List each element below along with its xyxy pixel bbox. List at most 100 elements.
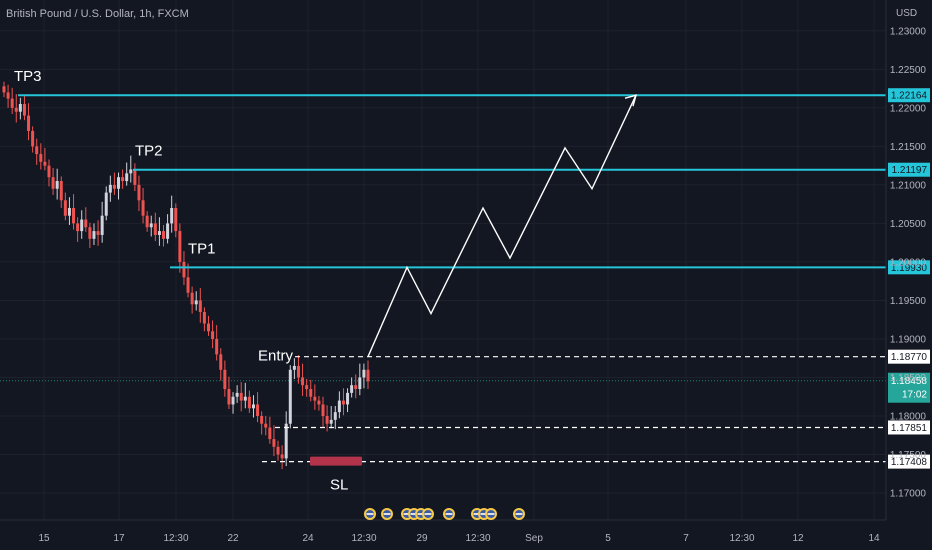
price-tick-label: 1.17000 <box>890 489 927 500</box>
price-tick-label: 1.22000 <box>890 103 927 114</box>
event-flag-stripe <box>383 513 391 515</box>
candle-body <box>104 192 108 216</box>
candle-body <box>27 115 31 131</box>
level-label: TP2 <box>135 143 163 160</box>
candle-body <box>268 427 272 440</box>
candle-body <box>313 396 317 401</box>
candle-body <box>88 227 92 239</box>
candle-body <box>153 223 157 235</box>
price-tick-label: 1.17500 <box>890 450 927 461</box>
candle-body <box>170 208 174 224</box>
economic-events <box>364 508 525 520</box>
event-flag-stripe <box>473 513 481 515</box>
candle-body <box>162 231 166 239</box>
candle-body <box>206 323 210 332</box>
event-flag-stripe <box>445 513 453 515</box>
candle-body <box>239 392 243 401</box>
candlestick-series <box>2 81 370 470</box>
event-flag-stripe <box>515 513 523 515</box>
projection-path <box>367 94 637 357</box>
price-badge-text: 1.18770 <box>891 352 928 363</box>
price-tick-label: 1.18000 <box>890 412 927 423</box>
candle-body <box>108 184 112 193</box>
candle-body <box>67 208 71 216</box>
candle-body <box>149 223 153 228</box>
candle-body <box>354 385 358 390</box>
price-badge-text: 1.17408 <box>891 457 928 468</box>
candle-body <box>350 385 354 393</box>
price-tick-label: 1.20000 <box>890 257 927 268</box>
time-tick-label: 14 <box>868 533 880 544</box>
candle-body <box>80 219 84 232</box>
countdown-text: 17:02 <box>902 390 927 401</box>
candle-body <box>117 177 121 189</box>
candle-body <box>276 446 280 455</box>
price-tick-label: 1.22500 <box>890 65 927 76</box>
symbol-title[interactable]: British Pound / U.S. Dollar, 1h, FXCM <box>6 8 189 20</box>
candle-body <box>39 154 43 162</box>
event-flag-stripe <box>410 513 418 515</box>
candle-body <box>341 400 345 405</box>
candle-body <box>125 173 129 182</box>
price-tick-label: 1.21000 <box>890 180 927 191</box>
candle-body <box>358 377 362 390</box>
time-tick-label: 24 <box>302 533 314 544</box>
level-label: TP3 <box>14 68 42 85</box>
time-tick-label: 15 <box>38 533 50 544</box>
candle-body <box>59 181 63 201</box>
candle-body <box>362 369 366 378</box>
price-badge <box>888 88 930 103</box>
price-badge <box>888 420 930 435</box>
event-flag-stripe <box>403 513 411 515</box>
candle-body <box>166 223 170 239</box>
time-tick-label: 12 <box>792 533 804 544</box>
price-badge-text: 1.19930 <box>891 263 928 274</box>
candle-body <box>325 416 329 424</box>
candle-body <box>215 338 219 355</box>
candle-body <box>22 104 26 116</box>
candle-body <box>301 377 305 386</box>
current-price-text: 1.18458 <box>891 376 928 387</box>
currency-label[interactable]: USD <box>896 8 918 19</box>
level-label: SL <box>330 477 348 494</box>
price-tick-label: 1.21500 <box>890 142 927 153</box>
candle-body <box>194 300 198 305</box>
candle-body <box>43 161 47 166</box>
time-axis: 15 17 12:30 22 24 12:30 29 12:30 Sep 5 7 12:30 12 14 <box>0 519 886 544</box>
candle-body <box>133 169 137 185</box>
candle-body <box>100 215 104 235</box>
candle-body <box>31 130 35 147</box>
candle-body <box>202 312 206 324</box>
candle-body <box>121 177 125 182</box>
candle-body <box>227 389 231 405</box>
candle-body <box>296 365 300 378</box>
candle-body <box>243 396 247 401</box>
candle-body <box>190 292 194 305</box>
candle-body <box>256 404 260 416</box>
candle-body <box>288 369 292 424</box>
stop-loss-zone <box>310 456 362 466</box>
price-tick-label: 1.18500 <box>890 373 927 384</box>
candle-body <box>174 208 178 232</box>
candle-body <box>198 300 202 312</box>
chart-grid <box>0 0 886 520</box>
candle-body <box>346 392 350 405</box>
price-badge-text: 1.22164 <box>891 91 928 102</box>
candle-body <box>112 184 116 189</box>
time-tick-label: 17 <box>113 533 125 544</box>
candle-body <box>137 184 141 201</box>
price-badge-text: 1.17851 <box>891 423 928 434</box>
candle-body <box>366 369 370 382</box>
event-flag-stripe <box>480 513 488 515</box>
candle-body <box>76 223 80 232</box>
candle-body <box>51 177 55 189</box>
candle-body <box>231 396 235 405</box>
candle-body <box>337 400 341 413</box>
event-flag-stripe <box>487 513 495 515</box>
price-badge <box>888 162 930 177</box>
time-tick-label: 29 <box>416 533 428 544</box>
candle-body <box>251 404 255 409</box>
candle-body <box>235 392 239 397</box>
candle-body <box>309 389 313 397</box>
